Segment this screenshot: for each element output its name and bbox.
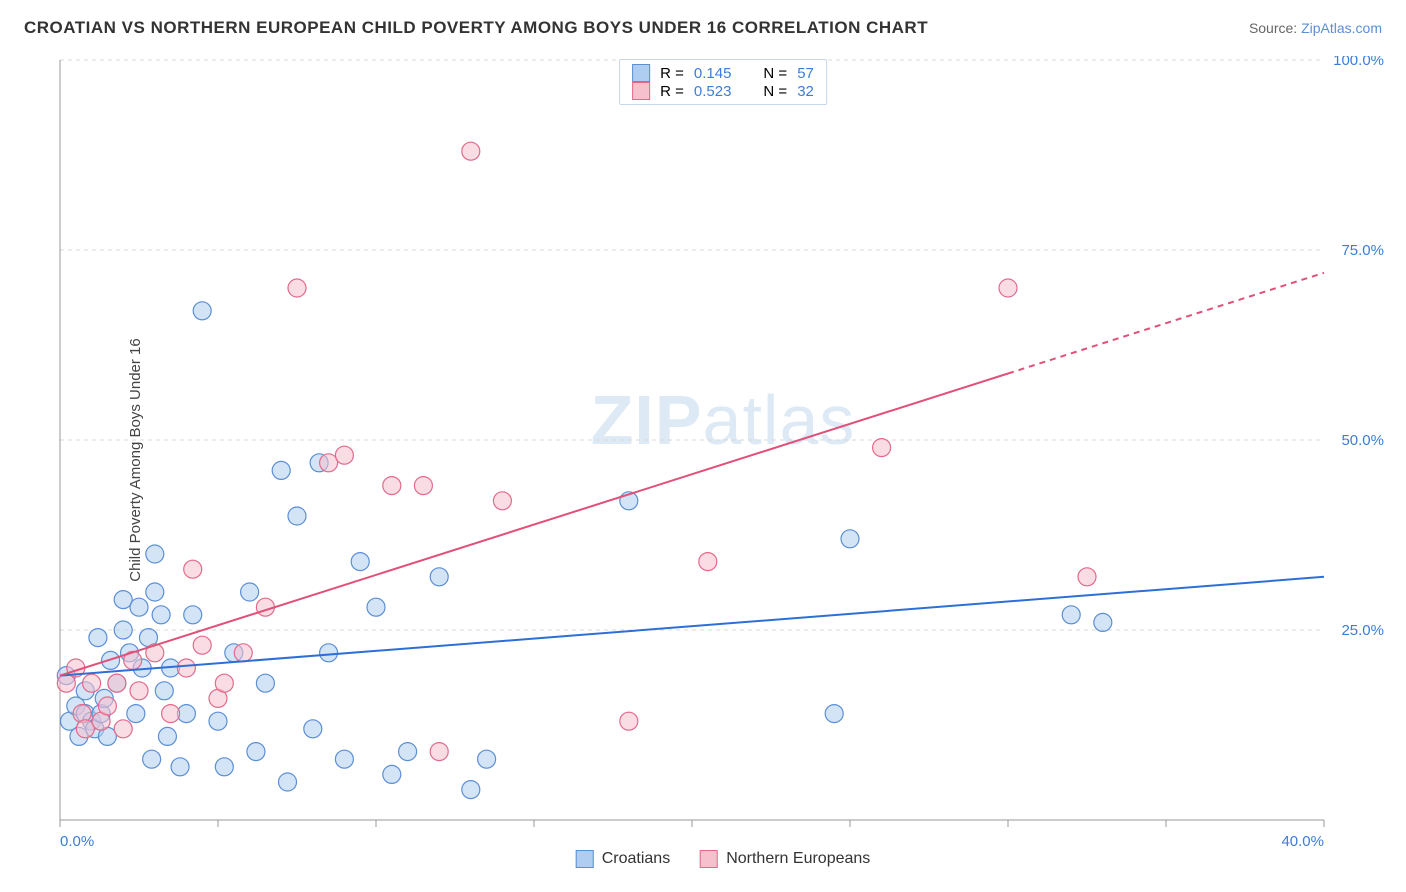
trend-line-northern-europeans-dashed [1008, 273, 1324, 374]
swatch-croatians [632, 64, 650, 82]
n-value-croatians: 57 [797, 65, 814, 82]
svg-text:50.0%: 50.0% [1341, 432, 1384, 449]
source-attribution: Source: ZipAtlas.com [1249, 20, 1382, 36]
data-point-croatians [158, 727, 176, 745]
scatter-plot: 0.0% 40.0% 25.0% 50.0% 75.0% 100.0% [56, 56, 1390, 864]
data-point-northern-europeans [383, 477, 401, 495]
legend-item-croatians: Croatians [576, 850, 670, 868]
source-prefix: Source: [1249, 20, 1301, 36]
data-point-croatians [825, 705, 843, 723]
r-label: R = [660, 65, 684, 82]
data-point-croatians [89, 629, 107, 647]
data-point-croatians [279, 773, 297, 791]
n-value-northern-europeans: 32 [797, 83, 814, 100]
data-point-northern-europeans [873, 439, 891, 457]
svg-text:75.0%: 75.0% [1341, 242, 1384, 259]
r-label: R = [660, 83, 684, 100]
chart-title: CROATIAN VS NORTHERN EUROPEAN CHILD POVE… [24, 18, 928, 38]
data-point-croatians [478, 750, 496, 768]
data-point-croatians [1094, 613, 1112, 631]
data-point-northern-europeans [620, 712, 638, 730]
source-link[interactable]: ZipAtlas.com [1301, 20, 1382, 36]
stats-legend: R = 0.145 N = 57 R = 0.523 N = 32 [619, 59, 827, 105]
n-label: N = [763, 65, 787, 82]
data-point-croatians [130, 598, 148, 616]
data-point-northern-europeans [999, 279, 1017, 297]
data-point-croatians [462, 781, 480, 799]
data-point-northern-europeans [234, 644, 252, 662]
stats-row-northern-europeans: R = 0.523 N = 32 [632, 82, 814, 100]
data-point-northern-europeans [215, 674, 233, 692]
data-point-northern-europeans [114, 720, 132, 738]
chart-area: Child Poverty Among Boys Under 16 ZIPatl… [56, 56, 1390, 864]
data-point-northern-europeans [130, 682, 148, 700]
data-point-croatians [383, 765, 401, 783]
swatch-croatians [576, 850, 594, 868]
legend-label-northern-europeans: Northern Europeans [726, 850, 870, 868]
data-point-croatians [304, 720, 322, 738]
series-legend: Croatians Northern Europeans [576, 850, 871, 868]
data-point-northern-europeans [162, 705, 180, 723]
data-point-northern-europeans [335, 446, 353, 464]
data-point-croatians [320, 644, 338, 662]
data-point-croatians [146, 545, 164, 563]
data-point-croatians [146, 583, 164, 601]
data-point-croatians [335, 750, 353, 768]
r-value-northern-europeans: 0.523 [694, 83, 732, 100]
data-point-croatians [127, 705, 145, 723]
data-point-croatians [247, 743, 265, 761]
data-point-croatians [193, 302, 211, 320]
data-point-northern-europeans [699, 553, 717, 571]
swatch-northern-europeans [632, 82, 650, 100]
data-point-croatians [399, 743, 417, 761]
data-point-northern-europeans [83, 674, 101, 692]
svg-text:100.0%: 100.0% [1333, 56, 1384, 69]
stats-row-croatians: R = 0.145 N = 57 [632, 64, 814, 82]
data-point-croatians [272, 461, 290, 479]
data-point-northern-europeans [462, 142, 480, 160]
legend-item-northern-europeans: Northern Europeans [700, 850, 870, 868]
r-value-croatians: 0.145 [694, 65, 732, 82]
data-point-northern-europeans [1078, 568, 1096, 586]
data-point-croatians [288, 507, 306, 525]
data-point-croatians [215, 758, 233, 776]
data-point-croatians [152, 606, 170, 624]
n-label: N = [763, 83, 787, 100]
swatch-northern-europeans [700, 850, 718, 868]
svg-text:40.0%: 40.0% [1281, 833, 1324, 850]
data-point-northern-europeans [414, 477, 432, 495]
data-point-northern-europeans [98, 697, 116, 715]
data-point-northern-europeans [430, 743, 448, 761]
data-point-croatians [256, 674, 274, 692]
svg-text:0.0%: 0.0% [60, 833, 94, 850]
data-point-northern-europeans [177, 659, 195, 677]
data-point-croatians [367, 598, 385, 616]
data-point-croatians [1062, 606, 1080, 624]
data-point-northern-europeans [108, 674, 126, 692]
svg-text:25.0%: 25.0% [1341, 622, 1384, 639]
data-point-croatians [184, 606, 202, 624]
data-point-croatians [171, 758, 189, 776]
data-point-croatians [155, 682, 173, 700]
data-point-northern-europeans [184, 560, 202, 578]
data-point-croatians [143, 750, 161, 768]
data-point-croatians [351, 553, 369, 571]
data-point-northern-europeans [493, 492, 511, 510]
data-point-croatians [241, 583, 259, 601]
legend-label-croatians: Croatians [602, 850, 670, 868]
data-point-croatians [841, 530, 859, 548]
data-point-croatians [430, 568, 448, 586]
data-point-croatians [114, 621, 132, 639]
data-point-northern-europeans [288, 279, 306, 297]
data-point-northern-europeans [193, 636, 211, 654]
data-point-croatians [209, 712, 227, 730]
